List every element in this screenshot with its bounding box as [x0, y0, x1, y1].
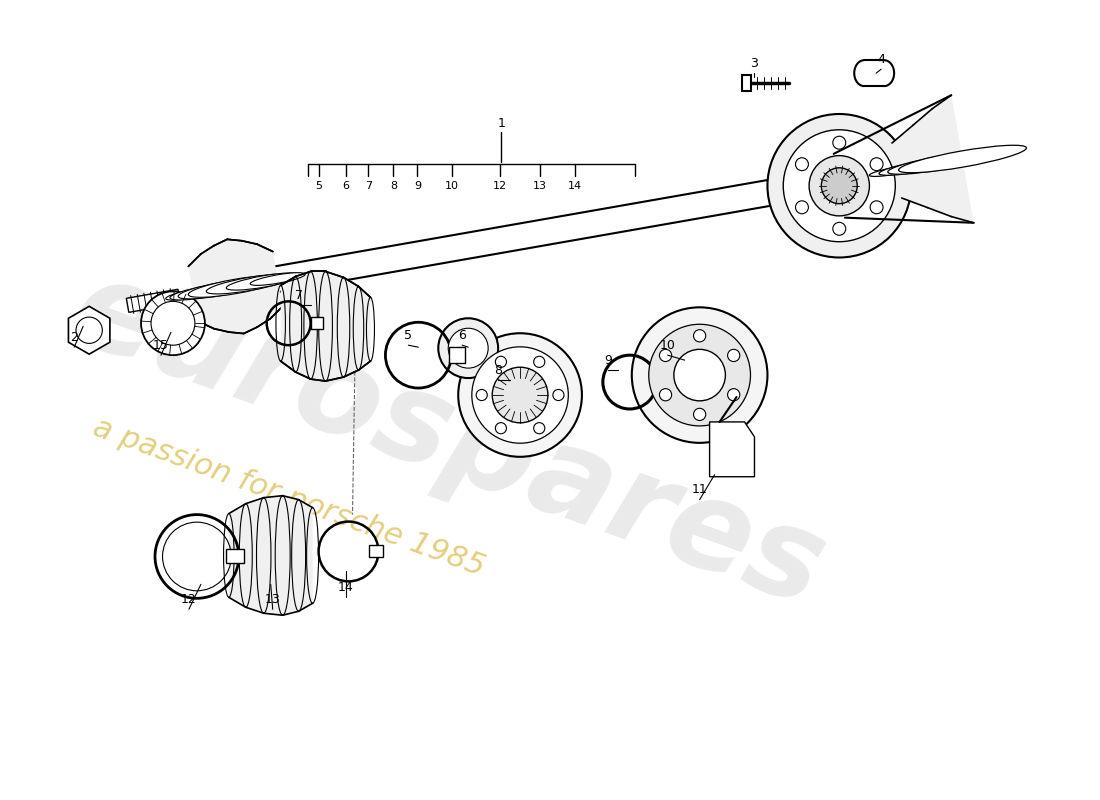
Polygon shape — [892, 95, 974, 222]
Text: 12: 12 — [182, 593, 197, 606]
Polygon shape — [200, 148, 956, 305]
Ellipse shape — [170, 282, 244, 300]
FancyBboxPatch shape — [741, 75, 751, 91]
FancyBboxPatch shape — [370, 546, 384, 558]
Text: 7: 7 — [365, 181, 372, 190]
Circle shape — [659, 350, 672, 362]
Circle shape — [534, 356, 544, 367]
Text: 10: 10 — [446, 181, 459, 190]
Circle shape — [693, 330, 706, 342]
Text: 12: 12 — [493, 181, 507, 190]
Text: 5: 5 — [405, 329, 412, 342]
Text: 14: 14 — [568, 181, 582, 190]
Text: 3: 3 — [750, 57, 758, 70]
Text: 4: 4 — [877, 53, 886, 66]
Text: 8: 8 — [494, 364, 502, 377]
Ellipse shape — [899, 146, 1026, 173]
Circle shape — [459, 334, 582, 457]
Circle shape — [727, 350, 740, 362]
Circle shape — [649, 324, 750, 426]
Circle shape — [659, 389, 672, 401]
Circle shape — [141, 291, 205, 355]
Ellipse shape — [207, 274, 293, 294]
Text: 8: 8 — [389, 181, 397, 190]
Circle shape — [495, 356, 506, 367]
Polygon shape — [280, 271, 371, 381]
Circle shape — [870, 158, 883, 170]
Text: 11: 11 — [692, 483, 707, 496]
Text: 6: 6 — [342, 181, 349, 190]
Ellipse shape — [879, 158, 961, 175]
Text: eurospares: eurospares — [56, 248, 840, 632]
Circle shape — [810, 156, 869, 216]
Text: 1: 1 — [497, 118, 505, 130]
Circle shape — [151, 302, 195, 345]
Ellipse shape — [869, 165, 924, 177]
FancyBboxPatch shape — [310, 318, 322, 330]
Circle shape — [822, 168, 857, 204]
Circle shape — [795, 201, 808, 214]
Circle shape — [76, 317, 102, 343]
Ellipse shape — [227, 273, 301, 290]
Circle shape — [833, 136, 846, 149]
Text: a passion for porsche 1985: a passion for porsche 1985 — [89, 412, 488, 582]
Text: 9: 9 — [414, 181, 421, 190]
Ellipse shape — [188, 275, 283, 298]
Text: 15: 15 — [153, 338, 169, 352]
Text: 9: 9 — [604, 354, 612, 366]
Polygon shape — [68, 306, 110, 354]
Ellipse shape — [888, 151, 996, 174]
Text: 14: 14 — [338, 581, 353, 594]
Polygon shape — [126, 290, 180, 312]
Circle shape — [492, 367, 548, 423]
Text: 5: 5 — [315, 181, 322, 190]
Text: 10: 10 — [660, 338, 675, 352]
Circle shape — [768, 114, 911, 258]
Text: 2: 2 — [70, 330, 78, 344]
Ellipse shape — [250, 273, 305, 286]
Polygon shape — [229, 496, 312, 615]
Text: 6: 6 — [459, 329, 466, 342]
FancyBboxPatch shape — [227, 550, 244, 563]
Polygon shape — [188, 239, 283, 334]
Circle shape — [534, 422, 544, 434]
Circle shape — [833, 222, 846, 235]
Circle shape — [870, 201, 883, 214]
Circle shape — [693, 408, 706, 421]
Circle shape — [674, 350, 725, 401]
Ellipse shape — [166, 287, 221, 300]
Text: 13: 13 — [534, 181, 547, 190]
FancyBboxPatch shape — [449, 347, 465, 363]
Circle shape — [449, 328, 488, 368]
Circle shape — [438, 318, 498, 378]
Polygon shape — [710, 422, 755, 477]
Circle shape — [783, 130, 895, 242]
Circle shape — [795, 158, 808, 170]
Text: 7: 7 — [295, 289, 302, 302]
Circle shape — [727, 389, 740, 401]
Circle shape — [495, 422, 506, 434]
Circle shape — [476, 390, 487, 401]
Circle shape — [553, 390, 564, 401]
Ellipse shape — [178, 279, 265, 299]
Circle shape — [472, 347, 569, 443]
Text: 13: 13 — [265, 593, 280, 606]
Circle shape — [631, 307, 768, 443]
